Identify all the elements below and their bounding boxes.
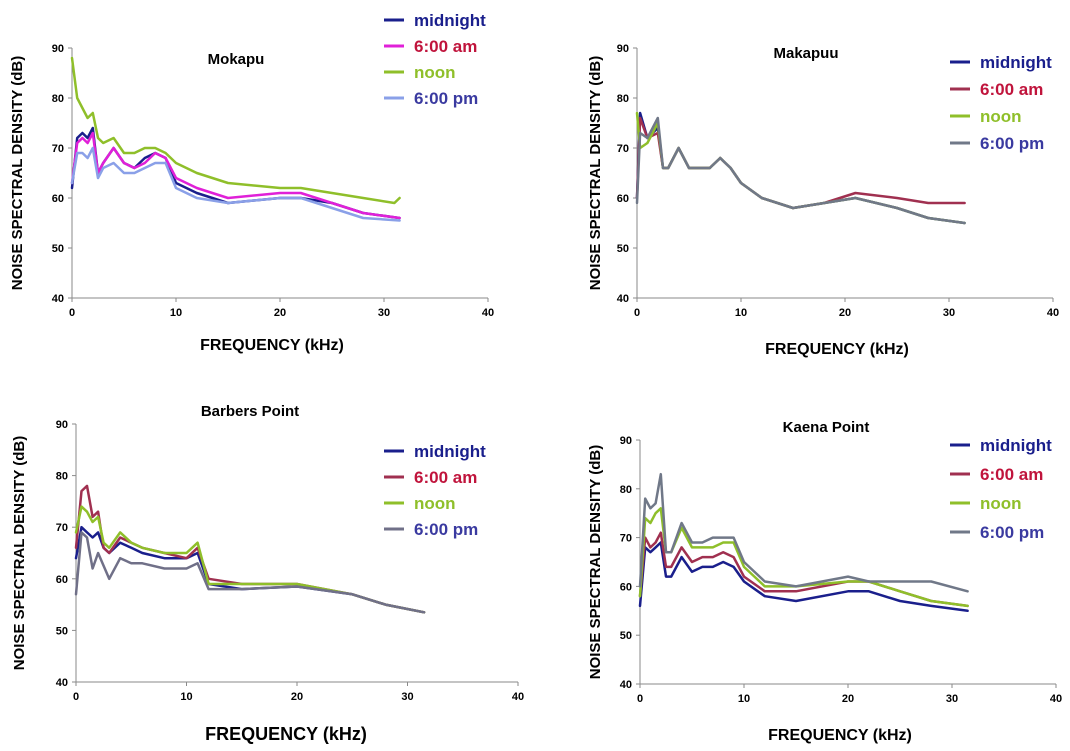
legend-label: 6:00 am (980, 465, 1043, 484)
series-line-noon (70, 56, 401, 205)
y-tick-label: 70 (620, 533, 632, 545)
x-tick-label: 30 (401, 691, 413, 703)
x-tick-label: 20 (274, 307, 286, 319)
series-line-6-00-pm (70, 146, 401, 222)
y-tick-label: 70 (56, 522, 68, 534)
x-tick-label: 40 (482, 307, 494, 319)
x-tick-label: 0 (73, 691, 79, 703)
x-axis-title: FREQUENCY (kHz) (768, 727, 912, 744)
series-line-6-00-pm (638, 472, 969, 593)
x-tick-label: 20 (842, 693, 854, 705)
y-tick-label: 80 (617, 93, 629, 105)
y-tick-label: 90 (617, 43, 629, 55)
chart-panel-2: 40 50 60 70 80 90 0 10 20 30 40 FREQUENCY (kHz) NOIS… (587, 43, 1059, 358)
x-tick-label: 40 (512, 691, 524, 703)
x-tick-label: 10 (735, 307, 747, 319)
x-tick-label: 10 (170, 307, 182, 319)
x-tick-label: 30 (943, 307, 955, 319)
x-tick-label: 10 (180, 691, 192, 703)
series-line-midnight (638, 541, 969, 613)
y-axis-title: NOISE SPECTRAL DENSITY (dB) (587, 445, 604, 679)
x-tick-label: 20 (291, 691, 303, 703)
x-axis-title: FREQUENCY (kHz) (205, 724, 367, 744)
x-tick-label: 30 (378, 307, 390, 319)
chart-panel-1: 40 50 60 70 80 90 0 10 20 30 40 FREQUENCY (kHz) NOIS… (9, 11, 494, 354)
y-tick-label: 40 (617, 293, 629, 305)
series-line-noon (74, 505, 426, 614)
x-tick-label: 0 (69, 307, 75, 319)
x-tick-label: 30 (946, 693, 958, 705)
x-tick-label: 0 (637, 693, 643, 705)
y-axis-title: NOISE SPECTRAL DENSITY (dB) (587, 56, 604, 290)
y-axis-title: NOISE SPECTRAL DENSITY (dB) (11, 436, 28, 670)
legend-label: 6:00 pm (414, 89, 478, 108)
series-line-6-00-pm (635, 116, 966, 225)
x-tick-label: 10 (738, 693, 750, 705)
series-line-noon (638, 507, 969, 608)
series-line-midnight (70, 126, 401, 220)
legend-label: midnight (980, 53, 1052, 72)
y-tick-label: 70 (52, 143, 64, 155)
legend-label: 6:00 am (414, 468, 477, 487)
chart-panel-4: 40 50 60 70 80 90 0 10 20 30 40 FREQUENCY (kHz) NOIS… (587, 419, 1062, 744)
legend-label: 6:00 am (980, 80, 1043, 99)
y-tick-label: 40 (620, 679, 632, 691)
legend-label: 6:00 pm (414, 520, 478, 539)
legend-label: 6:00 pm (980, 523, 1044, 542)
y-tick-label: 50 (52, 243, 64, 255)
legend-label: noon (414, 63, 456, 82)
series-line-6-00-pm (74, 531, 426, 614)
legend-label: 6:00 pm (980, 134, 1044, 153)
x-tick-label: 40 (1047, 307, 1059, 319)
y-axis-title: NOISE SPECTRAL DENSITY (dB) (9, 56, 26, 290)
y-tick-label: 80 (52, 93, 64, 105)
chart-title: Makapuu (773, 45, 838, 62)
legend-label: midnight (414, 11, 486, 30)
x-tick-label: 20 (839, 307, 851, 319)
legend-label: midnight (414, 442, 486, 461)
y-tick-label: 60 (617, 193, 629, 205)
x-tick-label: 0 (634, 307, 640, 319)
x-axis-title: FREQUENCY (kHz) (765, 341, 909, 358)
chart-panel-3: 40 50 60 70 80 90 0 10 20 30 40 FREQUENCY (kHz) NOIS… (11, 403, 524, 744)
y-tick-label: 50 (617, 243, 629, 255)
y-tick-label: 80 (56, 471, 68, 483)
legend-label: noon (980, 107, 1022, 126)
y-tick-label: 70 (617, 143, 629, 155)
chart-title: Kaena Point (783, 419, 870, 436)
x-axis-title: FREQUENCY (kHz) (200, 337, 344, 354)
legend-label: midnight (980, 436, 1052, 455)
y-tick-label: 60 (56, 574, 68, 586)
x-tick-label: 40 (1050, 693, 1062, 705)
y-tick-label: 50 (620, 630, 632, 642)
legend-label: noon (980, 494, 1022, 513)
y-tick-label: 40 (52, 293, 64, 305)
legend-label: noon (414, 494, 456, 513)
y-tick-label: 40 (56, 677, 68, 689)
y-tick-label: 50 (56, 625, 68, 637)
series-line-6-00-am (74, 484, 426, 614)
y-tick-label: 80 (620, 484, 632, 496)
y-tick-label: 60 (52, 193, 64, 205)
y-tick-label: 90 (620, 435, 632, 447)
y-tick-label: 60 (620, 581, 632, 593)
legend-label: 6:00 am (414, 37, 477, 56)
chart-title: Mokapu (208, 51, 265, 68)
y-tick-label: 90 (52, 43, 64, 55)
series-line-6-00-am (70, 131, 401, 220)
y-tick-label: 90 (56, 419, 68, 431)
chart-title: Barbers Point (201, 403, 299, 420)
